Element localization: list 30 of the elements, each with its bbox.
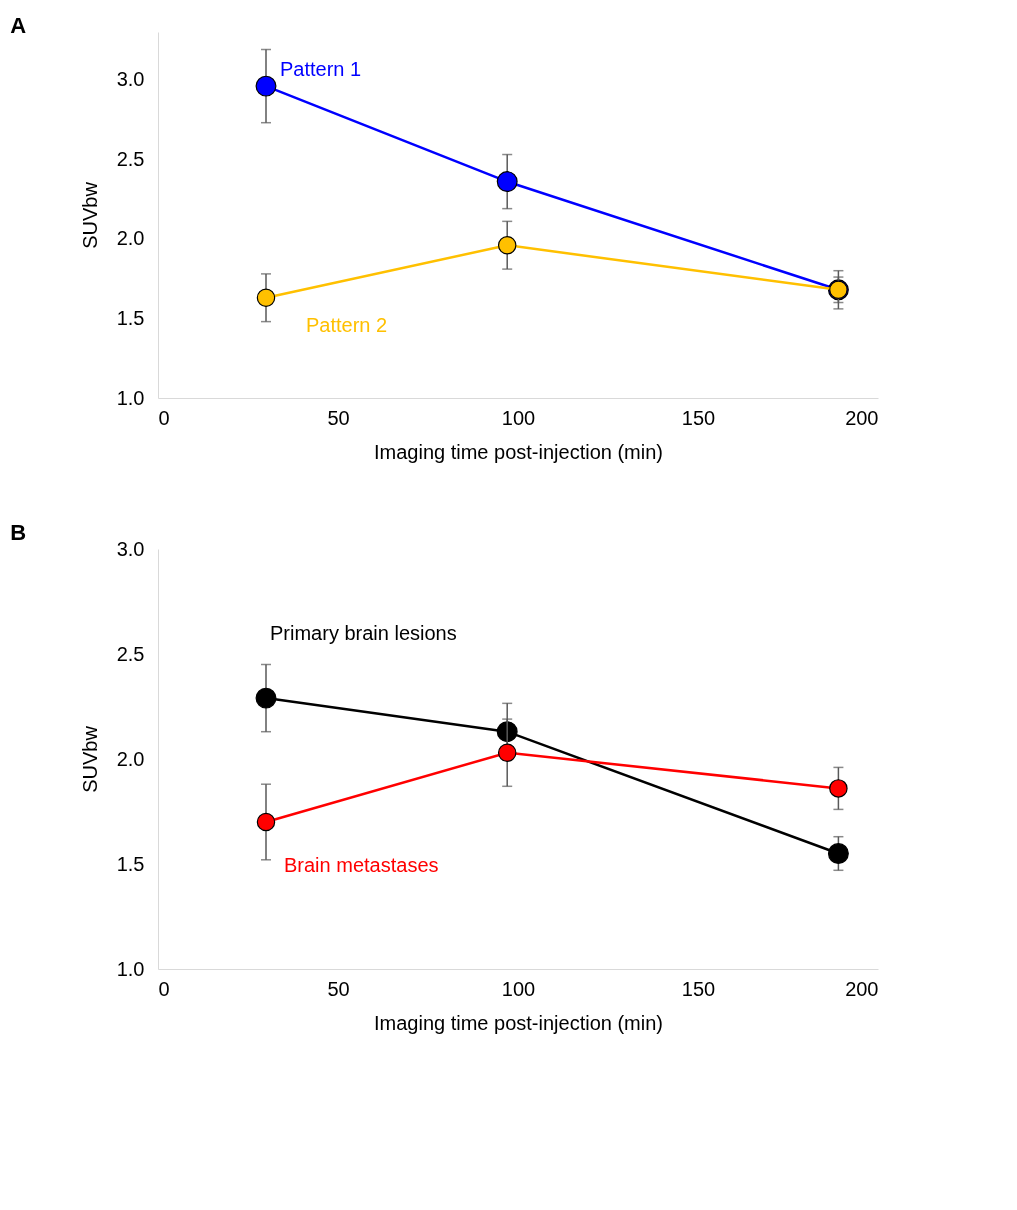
x-tick-label: 50 (327, 406, 350, 429)
y-tick-label: 1.5 (116, 306, 145, 329)
y-tick-label: 1.5 (116, 852, 145, 875)
series-label: Pattern 2 (306, 313, 388, 336)
x-axis-title: Imaging time post-injection (min) (374, 1011, 663, 1034)
y-tick-label: 2.0 (116, 227, 145, 250)
x-tick-label: 200 (845, 977, 879, 1000)
x-tick-label: 100 (501, 406, 536, 429)
x-tick-label: 150 (681, 406, 716, 429)
x-tick-label: 150 (681, 977, 716, 1000)
y-tick-label: 1.0 (116, 957, 145, 980)
series-label: Pattern 1 (280, 58, 362, 81)
y-tick-label: 1.0 (116, 386, 145, 409)
chart-title: A (10, 13, 27, 38)
y-tick-label: 3.0 (116, 68, 145, 91)
x-tick-label: 0 (158, 406, 170, 429)
y-axis-title: SUVbw (78, 181, 101, 249)
x-axis-title: Imaging time post-injection (min) (374, 440, 663, 463)
x-tick-label: 0 (158, 977, 170, 1000)
y-tick-label: 3.0 (116, 537, 145, 560)
x-tick-label: 50 (327, 977, 350, 1000)
y-tick-label: 2.5 (116, 147, 145, 170)
series-label: Brain metastases (284, 854, 439, 876)
y-tick-label: 2.0 (116, 747, 145, 770)
x-tick-label: 100 (501, 977, 536, 1000)
chart-title: B (10, 520, 27, 545)
x-tick-label: 200 (845, 406, 879, 429)
y-tick-label: 2.5 (116, 642, 145, 665)
y-axis-title: SUVbw (78, 725, 101, 793)
text: Primary brain lesions (270, 622, 457, 645)
